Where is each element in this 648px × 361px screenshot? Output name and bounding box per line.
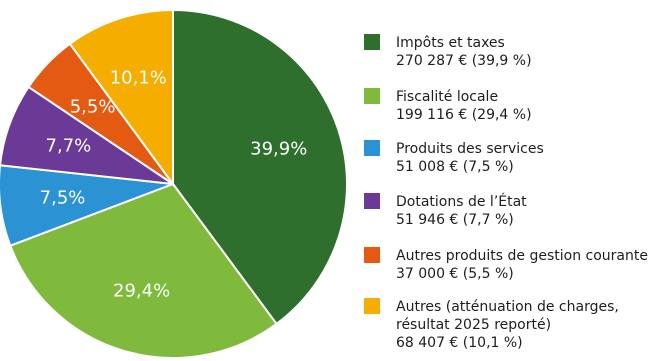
legend-swatch <box>364 247 380 263</box>
legend-entry-text: 37 000 € (5,5 %) <box>396 266 514 282</box>
legend-swatch <box>364 34 380 50</box>
legend-entry-text: 51 008 € (7,5 %) <box>396 159 514 175</box>
pie-slice-label: 29,4% <box>113 280 170 301</box>
pie-slice-label: 10,1% <box>110 68 167 89</box>
legend-swatch <box>364 298 380 314</box>
legend-swatch <box>364 193 380 209</box>
legend-entry-text: 270 287 € (39,9 %) <box>396 53 532 69</box>
legend-swatch <box>364 140 380 156</box>
legend-entry-text: résultat 2025 reporté) <box>396 317 551 333</box>
pie-slice-label: 5,5% <box>70 96 116 117</box>
legend: Impôts et taxes 270 287 € (39,9 %) Fiscali… <box>364 34 648 351</box>
pie-labels: 39,9% 29,4% 7,5% 7,7% 5,5% 10,1% <box>40 68 308 302</box>
legend-entry-text: 51 946 € (7,7 %) <box>396 212 514 228</box>
pie-slice-label: 39,9% <box>250 139 307 160</box>
legend-entry-text: Autres (atténuation de charges, <box>396 299 619 315</box>
legend-entry-text: 68 407 € (10,1 %) <box>396 335 523 351</box>
pie <box>0 8 348 359</box>
legend-entry-text: Dotations de l’État <box>396 193 527 210</box>
legend-entry-text: Produits des services <box>396 141 544 157</box>
legend-entry-text: Fiscalité locale <box>396 89 498 105</box>
pie-slice-label: 7,7% <box>46 135 92 156</box>
pie-slice <box>9 182 278 359</box>
pie-slice <box>172 8 348 326</box>
pie-slice <box>68 8 174 188</box>
pie-slice-label: 7,5% <box>40 188 86 209</box>
legend-entry-text: Impôts et taxes <box>396 35 505 51</box>
legend-entry-text: Autres produits de gestion courante <box>396 248 648 264</box>
legend-swatch <box>364 88 380 104</box>
legend-entry-text: 199 116 € (29,4 %) <box>396 107 532 123</box>
